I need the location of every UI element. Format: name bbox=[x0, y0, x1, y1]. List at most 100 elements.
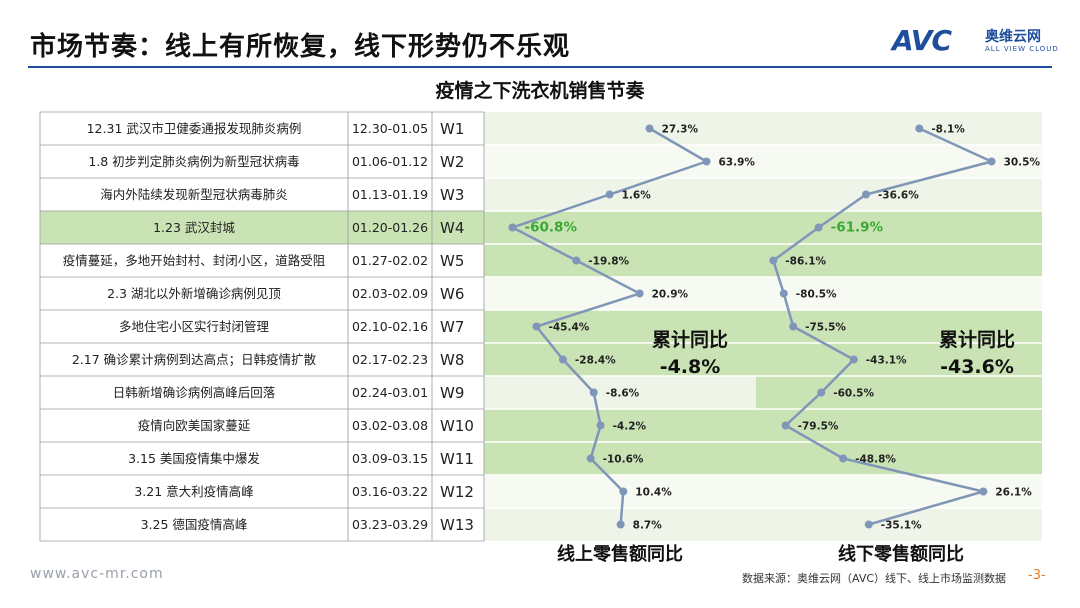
data-label: -60.8% bbox=[525, 220, 578, 236]
data-label: -35.1% bbox=[881, 520, 922, 532]
week-cell: W1 bbox=[440, 120, 464, 138]
data-label: 8.7% bbox=[633, 520, 663, 532]
cumulative-label: 累计同比 bbox=[652, 329, 728, 351]
offline-row-band bbox=[756, 112, 1042, 145]
data-point bbox=[605, 190, 614, 199]
table-row-bg bbox=[40, 508, 484, 541]
data-point bbox=[779, 289, 788, 298]
online-row-band bbox=[484, 310, 756, 343]
data-point bbox=[861, 190, 870, 199]
data-point bbox=[915, 124, 924, 133]
table-row-bg bbox=[40, 145, 484, 178]
avc-logo: AVC bbox=[892, 24, 952, 57]
data-label: -75.5% bbox=[805, 322, 846, 334]
data-point bbox=[814, 223, 823, 232]
data-label: 63.9% bbox=[719, 157, 756, 169]
data-label: -45.4% bbox=[548, 322, 589, 334]
data-point bbox=[572, 256, 581, 265]
data-point bbox=[789, 322, 798, 331]
online-row-band bbox=[484, 112, 756, 145]
event-cell: 多地住宅小区实行封闭管理 bbox=[119, 319, 270, 334]
data-point bbox=[817, 388, 826, 397]
event-cell: 海内外陆续发现新型冠状病毒肺炎 bbox=[100, 187, 288, 202]
event-cell: 1.8 初步判定肺炎病例为新型冠状病毒 bbox=[88, 154, 299, 169]
offline-row-band bbox=[756, 145, 1042, 178]
data-label: 26.1% bbox=[995, 487, 1032, 499]
event-cell: 1.23 武汉封城 bbox=[153, 220, 235, 235]
data-label: -10.6% bbox=[603, 454, 644, 466]
table-row-bg bbox=[40, 211, 484, 244]
logo-en-text: ALL VIEW CLOUD bbox=[985, 45, 1059, 53]
data-point bbox=[558, 355, 567, 364]
event-cell: 2.3 湖北以外新增确诊病例见顶 bbox=[107, 286, 281, 301]
data-point bbox=[839, 454, 848, 463]
data-point bbox=[864, 520, 873, 529]
data-label: -48.8% bbox=[855, 454, 896, 466]
footer-source: 数据来源：奥维云网（AVC）线下、线上市场监测数据 bbox=[742, 572, 1007, 585]
week-cell: W12 bbox=[440, 483, 474, 501]
data-label: -8.6% bbox=[606, 388, 640, 400]
date-cell: 12.30-01.05 bbox=[352, 121, 428, 136]
date-cell: 03.23-03.29 bbox=[352, 517, 428, 532]
data-label: -8.1% bbox=[931, 124, 965, 136]
event-cell: 疫情蔓延，多地开始封村、封闭小区，道路受阻 bbox=[63, 253, 326, 268]
week-cell: W13 bbox=[440, 516, 474, 534]
cumulative-value: -4.8% bbox=[660, 356, 721, 378]
online-row-band bbox=[484, 376, 756, 409]
offline-row-band bbox=[756, 475, 1042, 508]
table-row-bg bbox=[40, 310, 484, 343]
date-cell: 02.17-02.23 bbox=[352, 352, 428, 367]
table-row-bg bbox=[40, 277, 484, 310]
table-row-bg bbox=[40, 376, 484, 409]
week-cell: W11 bbox=[440, 450, 474, 468]
table-row-bg bbox=[40, 178, 484, 211]
table-row-bg bbox=[40, 442, 484, 475]
data-point bbox=[589, 388, 598, 397]
event-cell: 2.17 确诊累计病例到达高点；日韩疫情扩散 bbox=[72, 352, 317, 367]
table-row-bg bbox=[40, 112, 484, 145]
header-divider bbox=[28, 66, 1052, 68]
date-cell: 01.20-01.26 bbox=[352, 220, 428, 235]
data-label: -61.9% bbox=[831, 220, 884, 236]
footer-url[interactable]: www.avc-mr.com bbox=[30, 566, 164, 582]
data-label: -36.6% bbox=[878, 190, 919, 202]
data-label: -19.8% bbox=[588, 256, 629, 268]
week-cell: W10 bbox=[440, 417, 474, 435]
week-cell: W6 bbox=[440, 285, 464, 303]
cumulative-value: -43.6% bbox=[940, 356, 1014, 378]
data-label: -60.5% bbox=[833, 388, 874, 400]
data-label: 1.6% bbox=[622, 190, 652, 202]
data-point bbox=[769, 256, 778, 265]
table-row-bg bbox=[40, 244, 484, 277]
offline-row-band bbox=[756, 376, 1042, 409]
event-cell: 3.21 意大利疫情高峰 bbox=[134, 484, 254, 499]
online-row-band bbox=[484, 244, 756, 277]
offline-row-band bbox=[756, 442, 1042, 475]
table-row-bg bbox=[40, 409, 484, 442]
week-cell: W9 bbox=[440, 384, 464, 402]
week-cell: W3 bbox=[440, 186, 464, 204]
data-label: -43.1% bbox=[866, 355, 907, 367]
event-cell: 日韩新增确诊病例高峰后回落 bbox=[113, 385, 276, 400]
data-point bbox=[596, 421, 605, 430]
offline-row-band bbox=[756, 178, 1042, 211]
data-label: -28.4% bbox=[575, 355, 616, 367]
date-cell: 03.09-03.15 bbox=[352, 451, 428, 466]
date-cell: 01.06-01.12 bbox=[352, 154, 428, 169]
event-cell: 3.25 德国疫情高峰 bbox=[141, 517, 248, 532]
online-row-band bbox=[484, 442, 756, 475]
event-cell: 3.15 美国疫情集中爆发 bbox=[128, 451, 260, 466]
logo-cn-text: 奥维云网 bbox=[985, 29, 1041, 45]
event-cell: 疫情向欧美国家蔓延 bbox=[138, 418, 251, 433]
week-cell: W2 bbox=[440, 153, 464, 171]
data-point bbox=[635, 289, 644, 298]
online-row-band bbox=[484, 343, 756, 376]
data-label: 10.4% bbox=[635, 487, 672, 499]
week-cell: W8 bbox=[440, 351, 464, 369]
data-point bbox=[508, 223, 517, 232]
date-cell: 02.10-02.16 bbox=[352, 319, 428, 334]
offline-row-band bbox=[756, 244, 1042, 277]
data-point bbox=[781, 421, 790, 430]
data-point bbox=[645, 124, 654, 133]
